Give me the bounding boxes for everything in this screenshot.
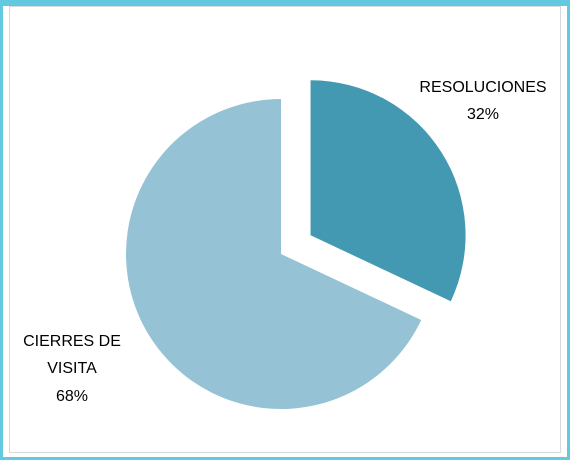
slice-percent-cierres: 68% [56, 388, 88, 405]
pie-slice-cierres-de-visita [126, 98, 422, 409]
slice-label-cierres-line-2: VISITA [47, 360, 97, 377]
plot-area [9, 6, 561, 453]
slice-label-cierres-line-1: CIERRES DE [23, 333, 121, 350]
pie-slice-resoluciones [310, 80, 466, 302]
slice-percent-resoluciones: 32% [467, 106, 499, 123]
slice-label-resoluciones: RESOLUCIONES [419, 79, 546, 96]
